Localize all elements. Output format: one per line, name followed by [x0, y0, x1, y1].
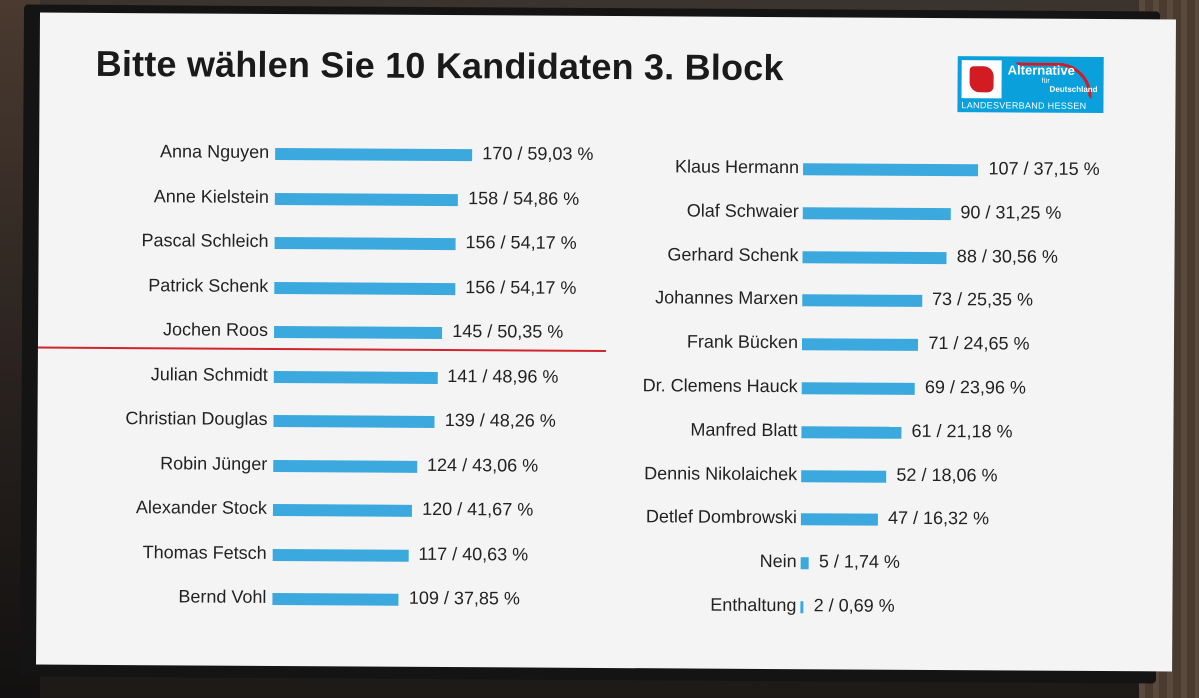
candidate-name: Detlef Dombrowski: [645, 506, 797, 528]
vote-bar: [800, 513, 879, 527]
candidate-row: Olaf Schwaier 90 / 31,25 %: [39, 194, 1139, 227]
candidate-name: Dr. Clemens Hauck: [642, 375, 798, 397]
vote-label: 88 / 30,56 %: [956, 245, 1058, 267]
candidate-name: Manfred Blatt: [690, 419, 798, 440]
vote-bar: [802, 250, 947, 264]
candidate-row: Johannes Marxen 73 / 25,35 %: [38, 282, 1138, 315]
vote-bar: [802, 294, 923, 308]
presentation-screen: Bitte wählen Sie 10 Kandidaten 3. Block …: [36, 12, 1176, 672]
candidate-name: Klaus Hermann: [674, 156, 800, 178]
candidate-name: Enthaltung: [710, 594, 797, 616]
candidate-row: Dennis Nikolaichek 52 / 18,06 %: [37, 457, 1137, 490]
candidate-row: Manfred Blatt 61 / 21,18 %: [37, 413, 1137, 446]
vote-bar: [800, 557, 809, 570]
candidate-row: Klaus Hermann 107 / 37,15 %: [39, 151, 1139, 184]
hessen-lion-icon: [961, 60, 1002, 99]
vote-label: 107 / 37,15 %: [988, 158, 1100, 180]
candidate-name: Johannes Marxen: [655, 287, 799, 309]
vote-label: 61 / 21,18 %: [911, 420, 1013, 442]
logo-text-line3: Deutschland: [1049, 84, 1098, 94]
vote-bar: [801, 338, 919, 352]
vote-bar: [801, 425, 902, 439]
logo-text-line1: Alternative: [1007, 62, 1075, 78]
candidate-name: Dennis Nikolaichek: [644, 462, 798, 484]
logo-text-line2: für: [1041, 77, 1050, 85]
party-logo: Alternative für Deutschland LANDESVERBAN…: [957, 56, 1104, 114]
vote-bar: [800, 601, 804, 614]
candidate-name: Olaf Schwaier: [686, 200, 799, 221]
vote-label: 73 / 25,35 %: [931, 289, 1034, 310]
vote-label: 90 / 31,25 %: [960, 201, 1062, 223]
candidate-row: Enthaltung 2 / 0,69 %: [36, 589, 1136, 622]
candidate-row: Frank Bücken 71 / 24,65 %: [38, 326, 1138, 359]
vote-bar: [801, 469, 887, 483]
chart-title: Bitte wählen Sie 10 Kandidaten 3. Block: [95, 42, 784, 89]
vote-bar: [802, 206, 951, 220]
vote-label: 5 / 1,74 %: [818, 551, 900, 572]
vote-label: 71 / 24,65 %: [928, 333, 1030, 354]
candidate-row: Nein 5 / 1,74 %: [37, 545, 1137, 578]
vote-bar: [803, 163, 979, 177]
vote-bar: [801, 382, 915, 395]
vote-label: 52 / 18,06 %: [896, 464, 998, 485]
candidate-row: Dr. Clemens Hauck 69 / 23,96 %: [38, 370, 1138, 403]
vote-label: 2 / 0,69 %: [813, 595, 895, 616]
candidate-row: Gerhard Schenk 88 / 30,56 %: [38, 238, 1138, 271]
vote-label: 47 / 16,32 %: [887, 508, 990, 529]
vote-label: 69 / 23,96 %: [924, 376, 1027, 398]
candidate-row: Detlef Dombrowski 47 / 16,32 %: [37, 501, 1137, 534]
candidate-name: Gerhard Schenk: [667, 243, 799, 265]
candidate-name: Frank Bücken: [686, 331, 799, 353]
candidate-name: Nein: [759, 551, 797, 572]
logo-text-line4: LANDESVERBAND HESSEN: [961, 100, 1087, 111]
